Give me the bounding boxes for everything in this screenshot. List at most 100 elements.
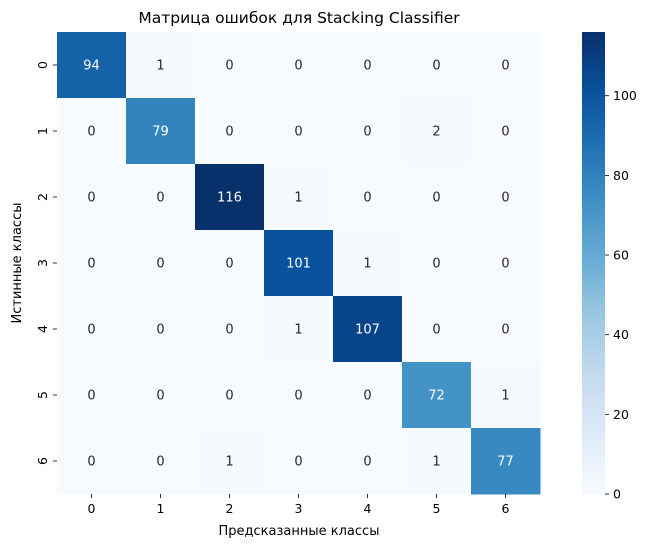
x-tick-label: 6 <box>502 501 510 516</box>
colorbar-tick-label: 60 <box>613 248 629 263</box>
cell-value-label: 0 <box>156 389 164 404</box>
cell-value-label: 1 <box>294 323 302 338</box>
cell-value-label: 0 <box>363 59 371 74</box>
heatmap-cell <box>57 32 127 99</box>
cell-value-label: 0 <box>432 59 440 74</box>
cell-value-label: 2 <box>432 125 440 140</box>
heatmap-cell <box>195 230 265 297</box>
heatmap-cell <box>195 32 265 99</box>
heatmap-cell <box>57 362 127 429</box>
cell-value-label: 107 <box>355 323 380 338</box>
heatmap-cell <box>264 32 334 99</box>
y-tick-label: 1 <box>35 127 50 135</box>
cell-value-label: 0 <box>225 389 233 404</box>
heatmap-cell <box>471 296 541 363</box>
heatmap-cell <box>402 32 472 99</box>
heatmap-cell <box>333 230 403 297</box>
heatmap-cell <box>333 428 403 495</box>
heatmap-cell <box>126 230 196 297</box>
y-tick-label: 2 <box>35 193 50 201</box>
y-tick-label: 0 <box>35 61 50 69</box>
cell-value-label: 1 <box>225 455 233 470</box>
heatmap-cell <box>195 296 265 363</box>
heatmap-cell <box>471 164 541 231</box>
heatmap-cell <box>471 32 541 99</box>
cell-value-label: 0 <box>156 191 164 206</box>
cell-value-label: 116 <box>217 191 242 206</box>
heatmap-cell <box>333 296 403 363</box>
heatmap-cell <box>57 428 127 495</box>
x-tick-label: 0 <box>88 501 96 516</box>
cell-value-label: 0 <box>432 323 440 338</box>
cell-value-label: 0 <box>363 455 371 470</box>
cell-value-label: 0 <box>87 125 95 140</box>
cell-value-label: 0 <box>225 257 233 272</box>
cell-value-label: 0 <box>363 389 371 404</box>
heatmap-cell <box>57 296 127 363</box>
cell-value-label: 101 <box>286 257 311 272</box>
cell-value-label: 94 <box>83 59 100 74</box>
cell-value-label: 0 <box>225 125 233 140</box>
colorbar-tick-label: 100 <box>613 88 637 103</box>
cell-value-label: 77 <box>497 455 514 470</box>
cell-value-label: 0 <box>294 389 302 404</box>
cell-value-label: 0 <box>432 257 440 272</box>
heatmap-cell <box>333 32 403 99</box>
y-tick-label: 6 <box>35 457 50 465</box>
cell-value-label: 0 <box>501 191 509 206</box>
x-axis-label: Предсказанные классы <box>219 524 380 539</box>
heatmap-cell <box>195 428 265 495</box>
heatmap-cell <box>333 98 403 165</box>
heatmap-cell <box>471 230 541 297</box>
heatmap-cell <box>471 428 541 495</box>
cell-value-label: 0 <box>501 59 509 74</box>
heatmap-cell <box>402 428 472 495</box>
heatmap-cell <box>195 164 265 231</box>
heatmap-cell <box>402 164 472 231</box>
heatmap-cell <box>264 98 334 165</box>
heatmap-cell <box>264 428 334 495</box>
heatmap-cell <box>195 98 265 165</box>
heatmap-cell <box>126 32 196 99</box>
cell-value-label: 0 <box>294 125 302 140</box>
heatmap-cell <box>57 98 127 165</box>
cell-value-label: 0 <box>87 191 95 206</box>
heatmap-cell <box>57 164 127 231</box>
chart-title: Матрица ошибок для Stacking Classifier <box>138 9 460 27</box>
y-tick-label: 4 <box>35 325 50 333</box>
colorbar-tick-label: 40 <box>613 327 629 342</box>
heatmap-cell <box>471 98 541 165</box>
heatmap-cell <box>57 230 127 297</box>
x-tick-label: 1 <box>157 501 165 516</box>
heatmap-cell <box>402 98 472 165</box>
x-tick-label: 5 <box>433 501 441 516</box>
heatmap-cell <box>471 362 541 429</box>
cell-value-label: 1 <box>156 59 164 74</box>
cell-value-label: 0 <box>363 191 371 206</box>
x-tick-label: 4 <box>364 501 372 516</box>
colorbar-tick-label: 80 <box>613 168 629 183</box>
heatmap-cell <box>264 164 334 231</box>
heatmap-cell <box>195 362 265 429</box>
y-axis-ticks: 0 1 2 3 4 5 6 <box>35 61 57 465</box>
cell-value-label: 0 <box>87 389 95 404</box>
cell-value-label: 0 <box>363 125 371 140</box>
cell-value-label: 0 <box>501 323 509 338</box>
heatmap-cell <box>264 362 334 429</box>
cell-value-label: 0 <box>87 455 95 470</box>
x-tick-label: 2 <box>226 501 234 516</box>
heatmap-cell <box>333 164 403 231</box>
colorbar: 0 20 40 60 80 100 <box>582 32 637 502</box>
cell-value-label: 0 <box>156 323 164 338</box>
cell-value-label: 0 <box>294 455 302 470</box>
heatmap-cell <box>333 362 403 429</box>
heatmap-cell <box>402 296 472 363</box>
cell-value-label: 79 <box>152 125 169 140</box>
heatmap-cell <box>126 362 196 429</box>
colorbar-tick-label: 0 <box>613 487 621 502</box>
heatmap-cell <box>402 230 472 297</box>
y-axis-label: Истинные классы <box>10 203 25 324</box>
cell-value-label: 0 <box>225 323 233 338</box>
cell-value-label: 1 <box>363 257 371 272</box>
